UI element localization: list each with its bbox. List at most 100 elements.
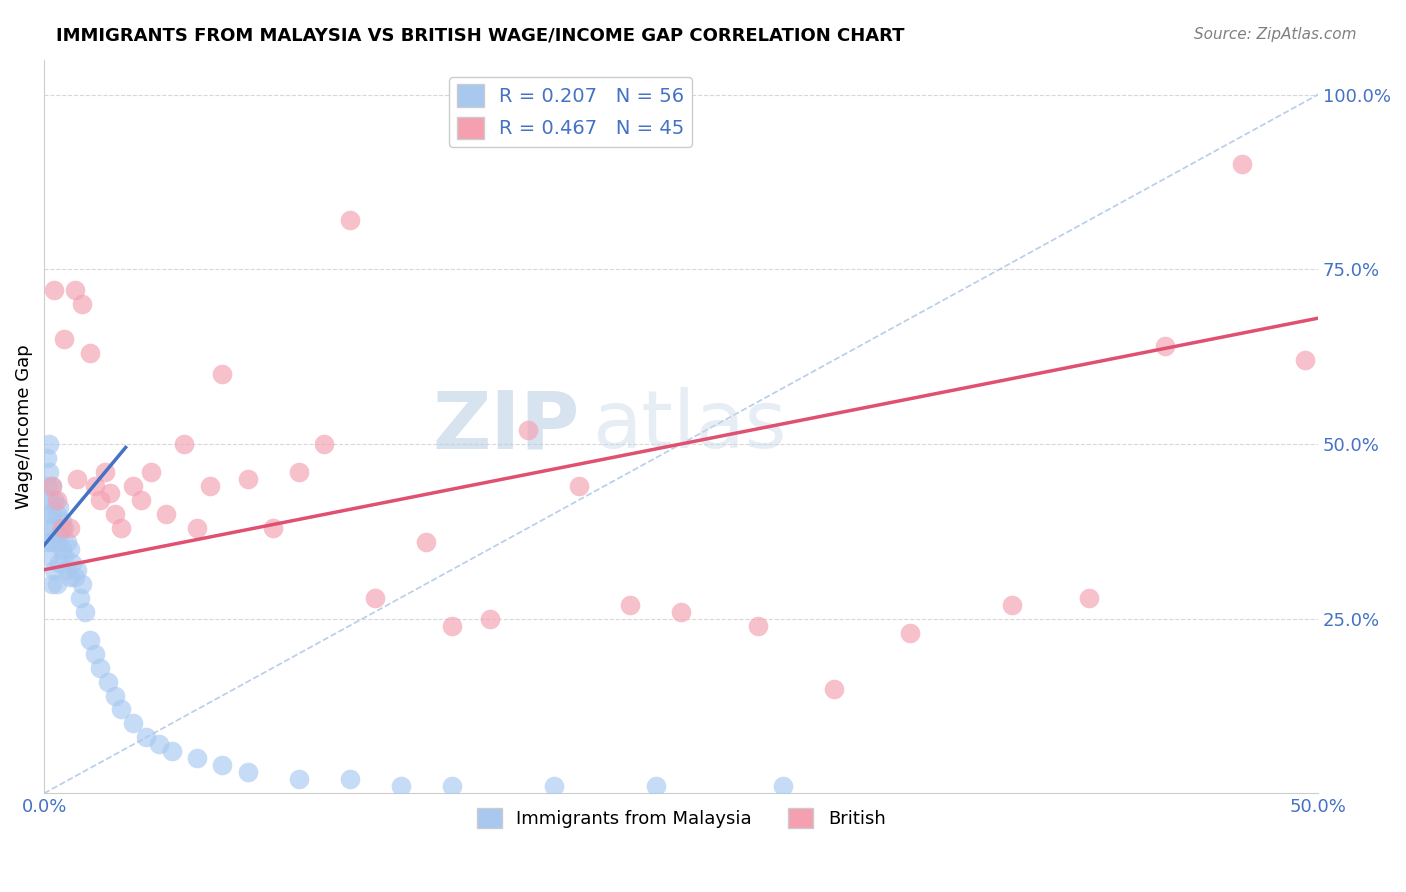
- Point: [135, 731, 157, 745]
- Point: [35, 450, 58, 465]
- Point: [51, 514, 73, 528]
- Point: [568, 479, 591, 493]
- Point: [160, 744, 183, 758]
- Point: [66, 472, 89, 486]
- Legend: Immigrants from Malaysia, British: Immigrants from Malaysia, British: [470, 800, 893, 836]
- Point: [41, 479, 63, 493]
- Point: [155, 507, 177, 521]
- Point: [48, 556, 70, 570]
- Point: [364, 591, 387, 605]
- Point: [122, 716, 145, 731]
- Point: [38, 492, 60, 507]
- Point: [73, 605, 96, 619]
- Point: [122, 479, 145, 493]
- Point: [79, 346, 101, 360]
- Point: [72, 576, 94, 591]
- Point: [211, 758, 233, 772]
- Point: [44, 492, 66, 507]
- Point: [644, 780, 666, 794]
- Point: [198, 479, 221, 493]
- Point: [60, 556, 83, 570]
- Point: [772, 780, 794, 794]
- Point: [48, 500, 70, 514]
- Point: [45, 507, 67, 521]
- Point: [288, 465, 311, 479]
- Point: [63, 283, 86, 297]
- Point: [51, 521, 73, 535]
- Point: [38, 521, 60, 535]
- Point: [38, 549, 60, 563]
- Point: [48, 528, 70, 542]
- Text: atlas: atlas: [592, 387, 786, 466]
- Point: [110, 521, 132, 535]
- Point: [53, 521, 76, 535]
- Point: [1294, 353, 1316, 368]
- Point: [823, 681, 845, 696]
- Point: [262, 521, 284, 535]
- Point: [35, 507, 58, 521]
- Point: [41, 576, 63, 591]
- Point: [84, 647, 107, 661]
- Point: [72, 297, 94, 311]
- Point: [148, 738, 170, 752]
- Point: [41, 534, 63, 549]
- Point: [53, 332, 76, 346]
- Point: [98, 486, 121, 500]
- Point: [38, 437, 60, 451]
- Point: [440, 780, 463, 794]
- Point: [58, 521, 80, 535]
- Point: [56, 534, 79, 549]
- Point: [38, 465, 60, 479]
- Point: [51, 541, 73, 556]
- Point: [58, 541, 80, 556]
- Point: [84, 479, 107, 493]
- Point: [543, 780, 565, 794]
- Point: [517, 423, 540, 437]
- Point: [66, 563, 89, 577]
- Y-axis label: Wage/Income Gap: Wage/Income Gap: [15, 344, 32, 508]
- Point: [669, 605, 692, 619]
- Text: Source: ZipAtlas.com: Source: ZipAtlas.com: [1194, 27, 1357, 42]
- Point: [110, 702, 132, 716]
- Point: [79, 632, 101, 647]
- Point: [89, 492, 111, 507]
- Text: IMMIGRANTS FROM MALAYSIA VS BRITISH WAGE/INCOME GAP CORRELATION CHART: IMMIGRANTS FROM MALAYSIA VS BRITISH WAGE…: [56, 27, 904, 45]
- Point: [129, 492, 152, 507]
- Point: [89, 660, 111, 674]
- Point: [747, 618, 769, 632]
- Point: [1230, 157, 1253, 171]
- Point: [104, 507, 127, 521]
- Point: [314, 437, 336, 451]
- Point: [56, 563, 79, 577]
- Point: [1001, 598, 1024, 612]
- Point: [104, 689, 127, 703]
- Point: [35, 534, 58, 549]
- Point: [236, 472, 259, 486]
- Point: [415, 534, 437, 549]
- Point: [58, 570, 80, 584]
- Point: [44, 563, 66, 577]
- Point: [45, 534, 67, 549]
- Point: [440, 618, 463, 632]
- Point: [1077, 591, 1099, 605]
- Point: [69, 591, 91, 605]
- Point: [45, 492, 67, 507]
- Point: [35, 479, 58, 493]
- Point: [1154, 339, 1177, 353]
- Point: [288, 772, 311, 787]
- Point: [389, 780, 412, 794]
- Point: [97, 674, 120, 689]
- Point: [339, 772, 361, 787]
- Text: ZIP: ZIP: [432, 387, 579, 466]
- Point: [900, 625, 922, 640]
- Point: [41, 507, 63, 521]
- Point: [339, 213, 361, 227]
- Point: [619, 598, 641, 612]
- Point: [45, 576, 67, 591]
- Point: [186, 521, 208, 535]
- Point: [94, 465, 117, 479]
- Point: [44, 283, 66, 297]
- Point: [53, 549, 76, 563]
- Point: [211, 367, 233, 381]
- Point: [479, 612, 502, 626]
